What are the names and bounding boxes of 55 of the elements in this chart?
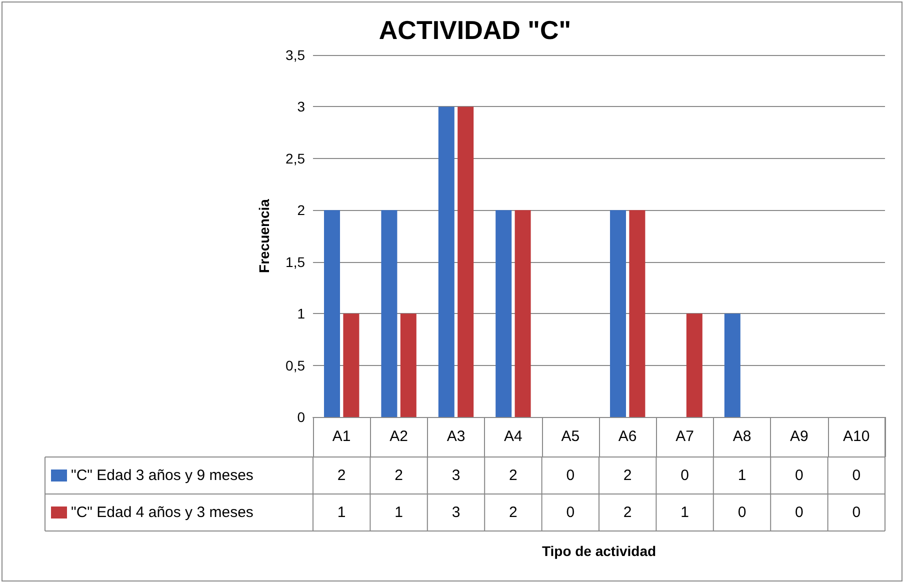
- data-label: 2: [623, 504, 632, 521]
- x-tick-label: A3: [446, 428, 466, 445]
- x-tick-label: A6: [618, 428, 637, 445]
- x-tick-label: A2: [390, 428, 408, 445]
- y-axis-title: Frecuencia: [256, 198, 272, 273]
- data-label: 0: [852, 504, 861, 521]
- bar: [514, 210, 531, 417]
- bar: [610, 210, 626, 417]
- data-label: 1: [738, 467, 746, 484]
- bar: [496, 210, 512, 417]
- y-tick-label: 1,5: [286, 254, 306, 270]
- bar: [458, 106, 474, 417]
- y-tick-label: 2: [297, 202, 306, 218]
- data-label: 0: [795, 467, 804, 484]
- legend-label: "C" Edad 3 años y 9 meses: [71, 467, 254, 484]
- data-label: 3: [452, 504, 460, 521]
- text: Tipo de actividad: [542, 543, 656, 559]
- y-tick-label: 1: [297, 306, 306, 322]
- y-tick-label: 0,5: [286, 357, 306, 374]
- bar: [400, 314, 416, 417]
- data-label: 0: [566, 504, 575, 521]
- data-label: 2: [623, 467, 632, 484]
- x-tick-label: A5: [561, 428, 580, 445]
- data-label: 1: [337, 504, 346, 521]
- legend-label: "C" Edad 4 años y 3 meses: [71, 504, 254, 521]
- x-tick-label: A7: [676, 428, 694, 445]
- y-tick-label: 2,5: [286, 150, 306, 166]
- bar: [438, 106, 454, 417]
- x-tick-label: A1: [332, 428, 351, 445]
- bar: [724, 314, 740, 417]
- data-label: 0: [852, 467, 861, 484]
- bar: [381, 210, 398, 417]
- chart-title: ACTIVIDAD "C": [378, 15, 572, 45]
- y-tick-label: 3: [297, 98, 306, 115]
- data-label: 2: [337, 467, 346, 484]
- data-label: 2: [509, 504, 518, 521]
- data-label: 1: [394, 504, 403, 521]
- data-label: 3: [452, 467, 460, 484]
- x-tick-label: A9: [790, 428, 808, 445]
- y-tick-label: 0: [297, 409, 306, 425]
- data-label: 2: [509, 467, 518, 484]
- x-tick-label: A4: [504, 428, 522, 445]
- bar: [324, 210, 340, 417]
- x-tick-label: A10: [843, 428, 870, 445]
- y-tick-label: 3,5: [286, 47, 306, 63]
- x-tick-label: A8: [732, 428, 752, 445]
- data-label: 1: [680, 504, 689, 521]
- bar: [686, 314, 702, 417]
- data-label: 0: [795, 504, 804, 521]
- data-label: 0: [680, 467, 689, 484]
- data-label: 2: [394, 467, 403, 484]
- bar: [343, 314, 360, 417]
- data-label: 0: [566, 467, 575, 484]
- data-label: 0: [738, 504, 746, 521]
- bar: [629, 210, 646, 417]
